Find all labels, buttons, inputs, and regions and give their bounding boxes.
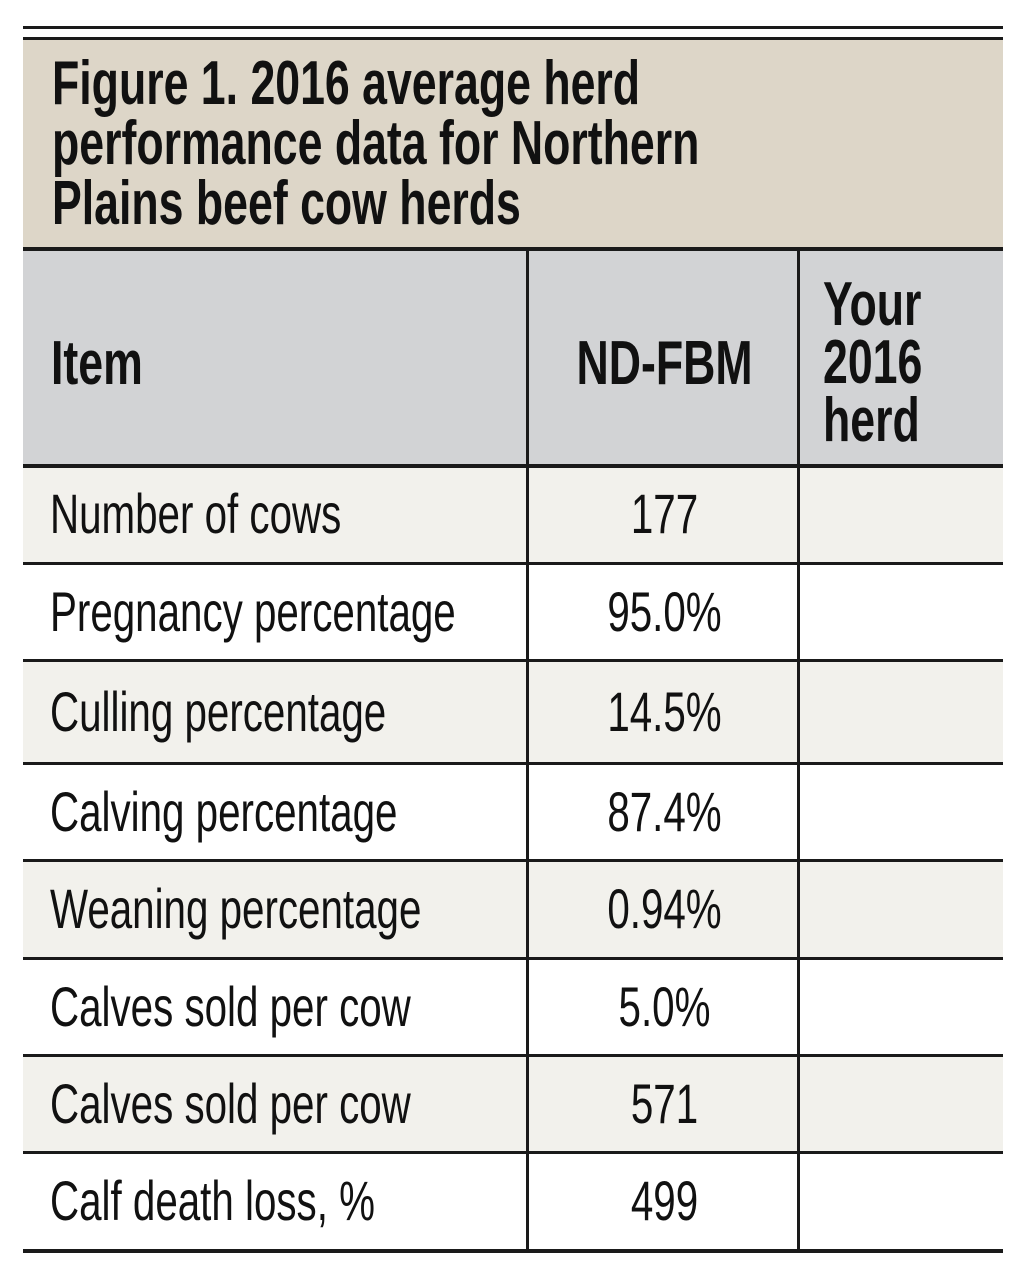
table-row: Calving percentage 87.4% xyxy=(23,763,1003,860)
row-rule xyxy=(23,1054,1003,1057)
row-rule xyxy=(23,762,1003,765)
cell-item: Calves sold per cow xyxy=(50,974,411,1038)
table-header: Item ND-FBM Your 2016 herd xyxy=(23,251,1003,465)
row-rule xyxy=(23,1249,1003,1253)
cell-nd-fbm: 14.5% xyxy=(607,679,722,743)
table-row: Calf death loss, % 499 xyxy=(23,1152,1003,1250)
title-line: performance data for Northern xyxy=(52,109,700,178)
top-rule-2 xyxy=(23,37,1003,41)
table-title-box: Figure 1. 2016 average herd performance … xyxy=(23,40,1003,248)
table-row: Pregnancy percentage 95.0% xyxy=(23,563,1003,660)
cell-nd-fbm: 499 xyxy=(630,1169,699,1232)
table-row: Weaning percentage 0.94% xyxy=(23,860,1003,958)
cell-nd-fbm: 5.0% xyxy=(618,974,711,1038)
table-title: Figure 1. 2016 average herd performance … xyxy=(52,49,844,238)
cell-item: Calving percentage xyxy=(50,779,398,843)
top-rule xyxy=(23,26,1003,29)
column-divider xyxy=(797,251,800,1250)
row-rule xyxy=(23,659,1003,662)
cell-item: Number of cows xyxy=(50,482,342,545)
header-item: Item xyxy=(51,329,143,398)
row-rule xyxy=(23,464,1003,468)
table-row: Calves sold per cow 5.0% xyxy=(23,958,1003,1055)
title-line: Figure 1. 2016 average herd xyxy=(52,49,641,118)
cell-nd-fbm: 0.94% xyxy=(607,877,722,940)
cell-nd-fbm: 87.4% xyxy=(607,779,722,843)
table-row: Calves sold per cow 571 xyxy=(23,1055,1003,1152)
title-rule xyxy=(23,247,1003,251)
cell-nd-fbm: 571 xyxy=(630,1071,699,1135)
cell-item: Culling percentage xyxy=(50,679,387,743)
column-divider xyxy=(526,251,529,1250)
header-your-herd: Your 2016 herd xyxy=(823,270,923,455)
title-line: Plains beef cow herds xyxy=(52,169,521,238)
cell-item: Calves sold per cow xyxy=(50,1071,411,1135)
row-rule xyxy=(23,1151,1003,1154)
row-rule xyxy=(23,562,1003,565)
table-row: Number of cows 177 xyxy=(23,465,1003,563)
cell-item: Weaning percentage xyxy=(50,877,422,940)
header-nd-fbm: ND-FBM xyxy=(576,329,753,398)
cell-nd-fbm: 95.0% xyxy=(607,579,722,643)
cell-item: Pregnancy percentage xyxy=(50,579,456,643)
cell-item: Calf death loss, % xyxy=(50,1169,375,1232)
row-rule xyxy=(23,957,1003,960)
cell-nd-fbm: 177 xyxy=(630,482,699,545)
header-your-herd-line: herd xyxy=(823,386,920,455)
row-rule xyxy=(23,859,1003,862)
table-row: Culling percentage 14.5% xyxy=(23,660,1003,763)
header-your-herd-line: 2016 xyxy=(823,328,923,397)
header-your-herd-line: Your xyxy=(823,270,922,339)
